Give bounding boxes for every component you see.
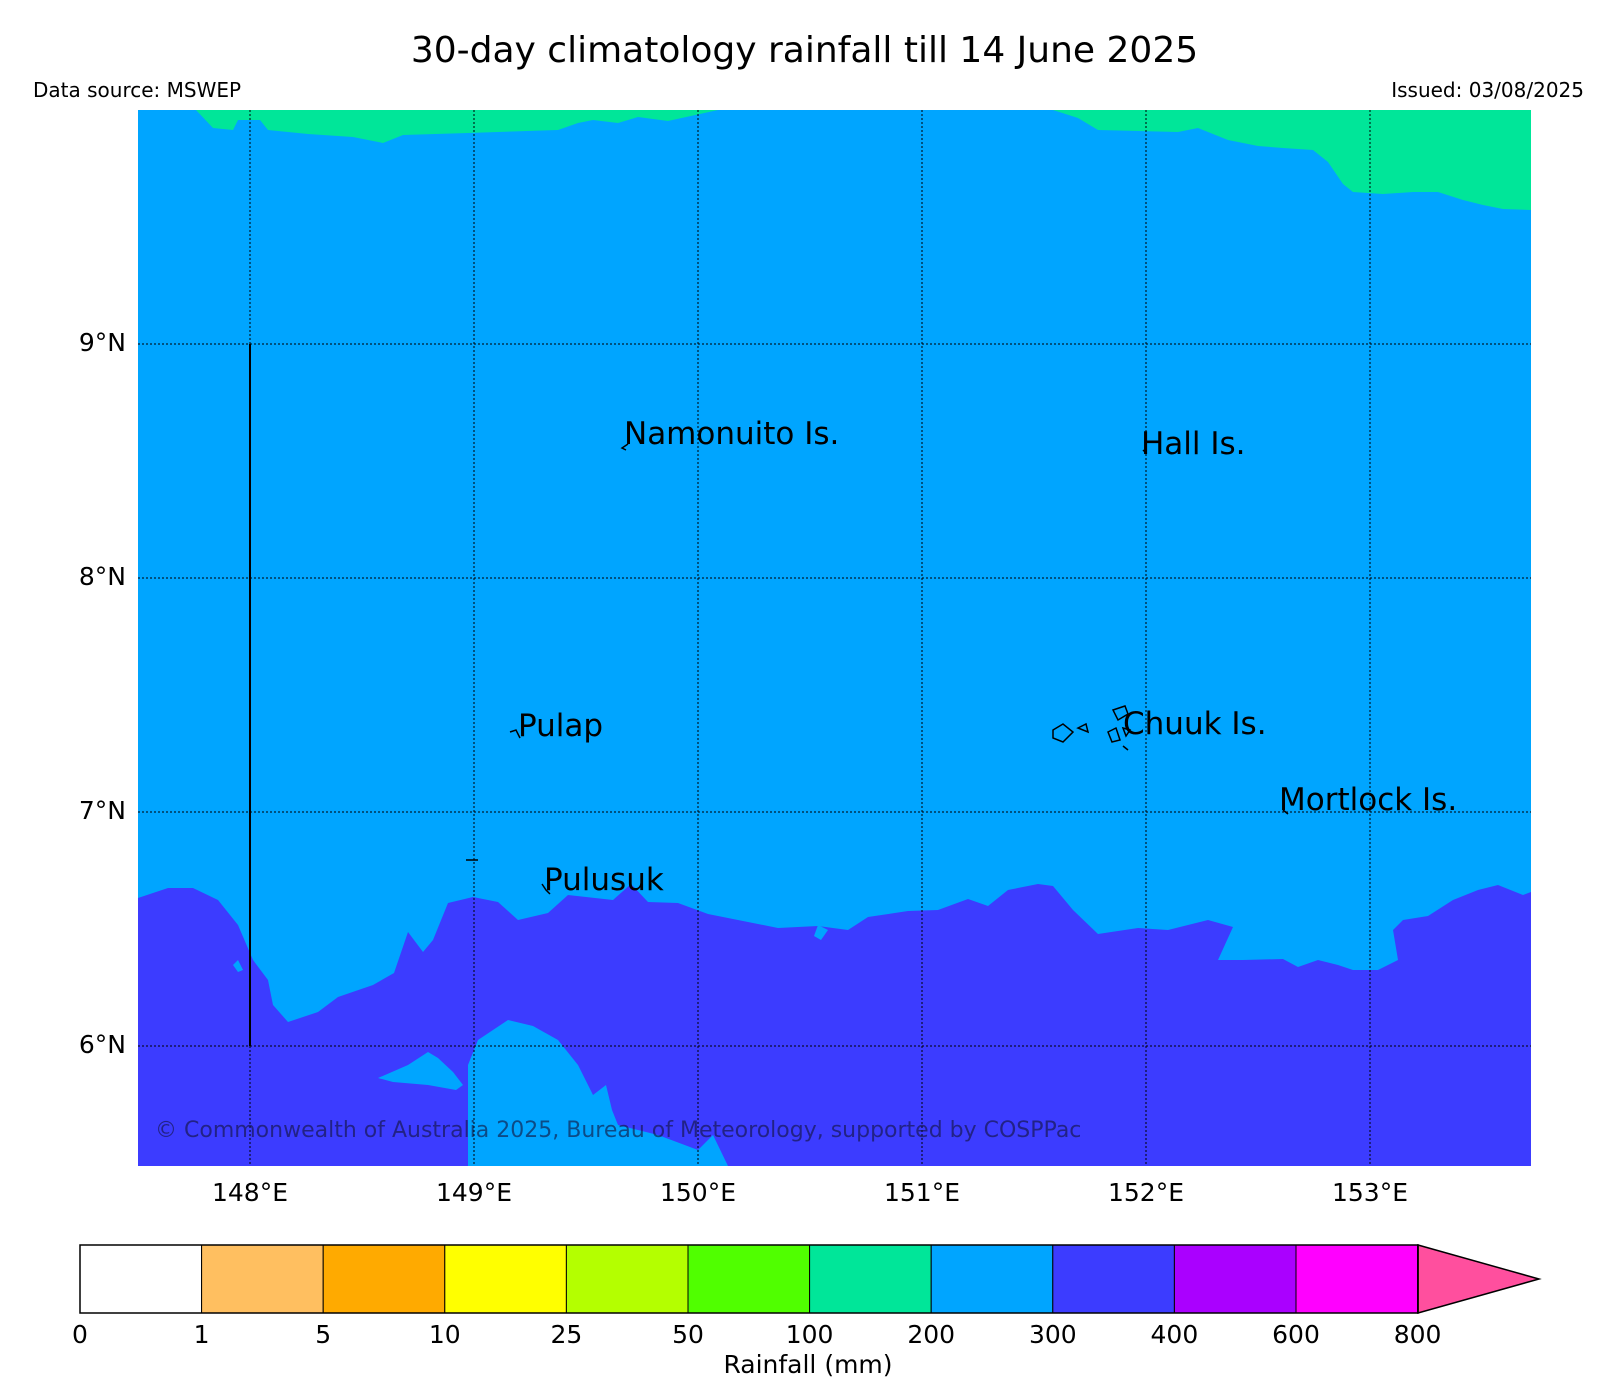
copyright-notice: © Commonwealth of Australia 2025, Bureau…	[155, 1118, 1082, 1143]
colorbar-cell-400-600	[1173, 1244, 1297, 1314]
lon-label-152e: 152°E	[1107, 1178, 1184, 1207]
lon-label-151e: 151°E	[883, 1178, 960, 1207]
band-100-200-north	[196, 110, 718, 143]
colorbar-tick-200: 200	[907, 1320, 956, 1349]
colorbar-tick-400: 400	[1150, 1320, 1199, 1349]
colorbar-tick-600: 600	[1272, 1320, 1320, 1349]
band-200-300-patch-west	[378, 1052, 463, 1090]
data-source: Data source: MSWEP	[33, 78, 242, 102]
issued-date: Issued: 03/08/2025	[1391, 78, 1584, 102]
colorbar-cell-600-800	[1295, 1244, 1419, 1314]
colorbar-tick-100: 100	[785, 1320, 834, 1349]
chuuk-outline-6	[1122, 745, 1129, 751]
hall-outline	[1142, 449, 1146, 453]
chuuk-outline-3	[1111, 705, 1129, 722]
colorbar-tick-1: 1	[193, 1320, 210, 1349]
colorbar-cell-100-200	[809, 1244, 932, 1314]
label-hall: Hall Is.	[1141, 426, 1246, 462]
label-pulap: Pulap	[518, 708, 604, 744]
chuuk-outline-4	[1107, 726, 1121, 743]
graticule	[138, 110, 1531, 1166]
colorbar-cell-25-50	[565, 1244, 689, 1314]
label-chuuk: Chuuk Is.	[1123, 706, 1267, 742]
label-mortlock: Mortlock Is.	[1279, 782, 1458, 818]
colorbar-tick-5: 5	[315, 1320, 332, 1349]
band-200-300-patch-south	[468, 1020, 728, 1166]
colorbar-extend-arrow	[1417, 1244, 1542, 1314]
pulusuk-outline	[541, 883, 551, 895]
lon-label-150e: 150°E	[659, 1178, 736, 1207]
colorbar-cell-200-300	[930, 1244, 1054, 1314]
lat-label-7n: 7°N	[78, 796, 126, 825]
label-namonuito: Namonuito Is.	[624, 416, 840, 452]
colorbar-cell-300-400	[1052, 1244, 1175, 1314]
colorbar-tick-50: 50	[672, 1320, 704, 1349]
colorbar-cell-10-25	[444, 1244, 567, 1314]
colorbar-cell-5-10	[322, 1244, 446, 1314]
band-200-300-patch-west2	[233, 960, 243, 972]
lon-label-153e: 153°E	[1331, 1178, 1408, 1207]
rainfall-contours	[138, 110, 1531, 1166]
colorbar-tick-800: 800	[1393, 1320, 1442, 1349]
colorbar-cell-50-100	[687, 1244, 811, 1314]
lon-label-149e: 149°E	[435, 1178, 512, 1207]
colorbar-tick-10: 10	[428, 1320, 461, 1349]
band-200-300-patch-center	[814, 925, 828, 940]
chuuk-outline-1	[1052, 723, 1075, 743]
colorbar-tick-0: 0	[72, 1320, 88, 1349]
map-title: 30-day climatology rainfall till 14 June…	[410, 30, 1199, 71]
colorbar-tick-300: 300	[1028, 1320, 1077, 1349]
colorbar	[79, 1244, 1542, 1314]
label-pulusuk: Pulusuk	[544, 862, 664, 898]
mortlock-outline	[1282, 809, 1289, 815]
colorbar-label: Rainfall (mm)	[723, 1350, 893, 1379]
chuuk-outline-5	[1121, 726, 1132, 738]
chuuk-outline-2	[1076, 722, 1090, 734]
rainfall-map: Namonuito Is. Hall Is. Pulap Chuuk Is. M…	[138, 110, 1531, 1166]
lon-label-148e: 148°E	[211, 1178, 288, 1207]
colorbar-cell-0-1	[79, 1244, 203, 1314]
pulap-outline	[509, 729, 521, 739]
colorbar-cell-1-5	[201, 1244, 324, 1314]
colorbar-tick-25: 25	[550, 1320, 583, 1349]
lat-label-8n: 8°N	[78, 562, 126, 591]
namonuito-outline	[620, 443, 629, 451]
lat-label-6n: 6°N	[78, 1030, 126, 1059]
band-100-200-northeast	[1053, 110, 1531, 210]
island-outlines	[466, 443, 1289, 895]
lat-label-9n: 9°N	[78, 328, 126, 357]
colorbar-frame	[79, 1244, 1419, 1314]
